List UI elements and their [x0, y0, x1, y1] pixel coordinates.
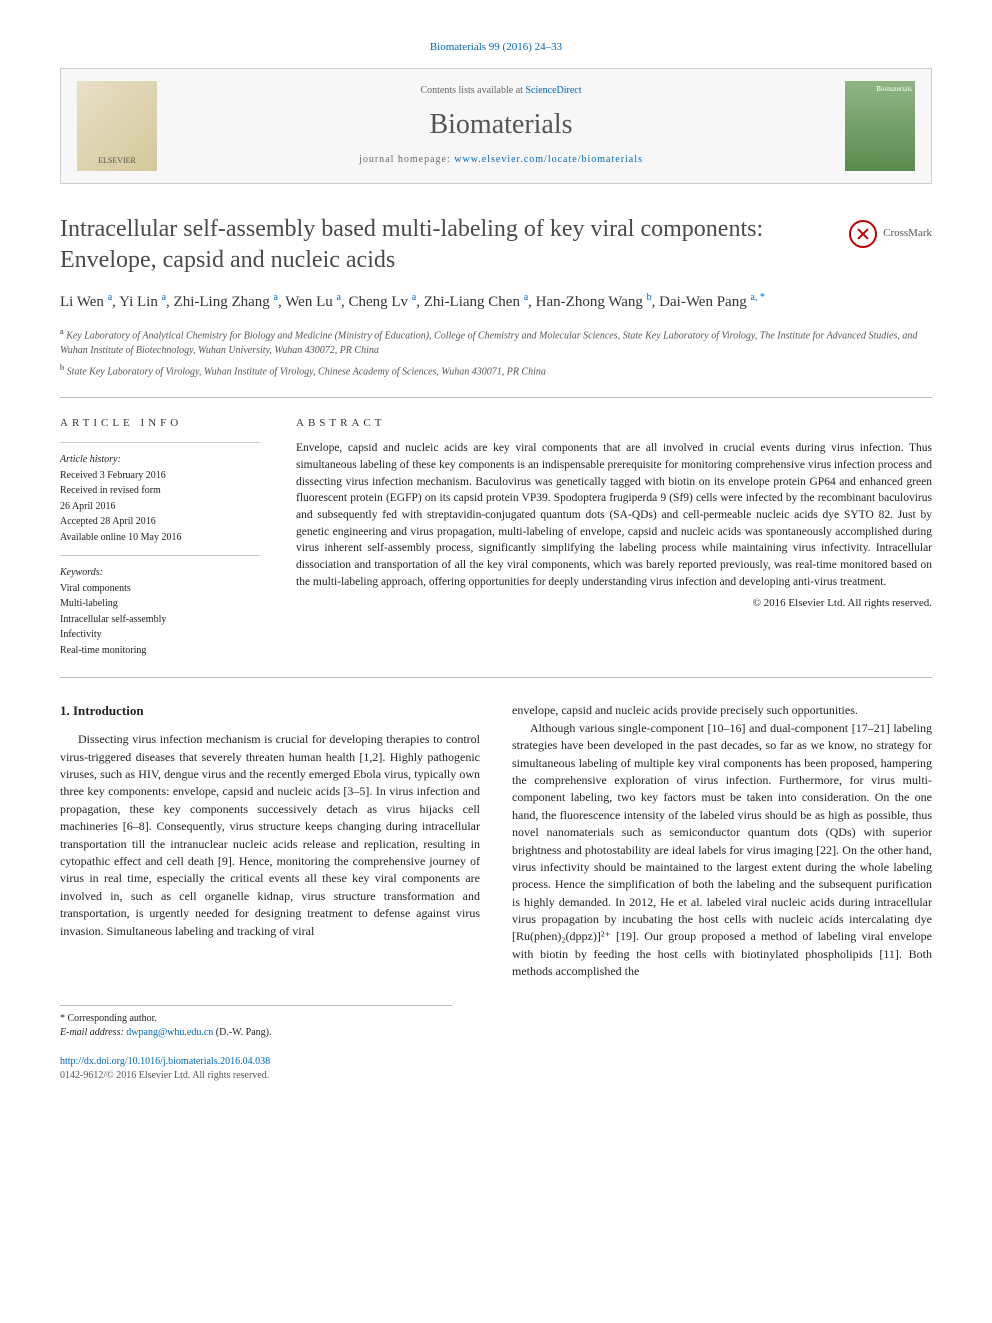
keywords-label: Keywords: — [60, 566, 260, 581]
page-footer: http://dx.doi.org/10.1016/j.biomaterials… — [60, 1055, 932, 1084]
banner-middle: Contents lists available at ScienceDirec… — [177, 84, 825, 168]
crossmark-badge[interactable]: CrossMark — [849, 220, 932, 248]
publisher-logo: ELSEVIER — [77, 81, 157, 171]
abstract-copyright: © 2016 Elsevier Ltd. All rights reserved… — [296, 596, 932, 612]
article-info: ARTICLE INFO Article history: Received 3… — [60, 416, 260, 659]
article-title: Intracellular self-assembly based multi-… — [60, 214, 829, 276]
abstract: ABSTRACT Envelope, capsid and nucleic ac… — [296, 416, 932, 659]
section-heading: 1. Introduction — [60, 702, 480, 721]
crossmark-icon — [849, 220, 877, 248]
keyword: Infectivity — [60, 628, 260, 643]
crossmark-label: CrossMark — [883, 226, 932, 242]
body-paragraph: Although various single-component [10–16… — [512, 720, 932, 981]
journal-homepage: journal homepage: www.elsevier.com/locat… — [177, 153, 825, 168]
body-paragraph: envelope, capsid and nucleic acids provi… — [512, 702, 932, 719]
sciencedirect-link[interactable]: ScienceDirect — [525, 85, 581, 96]
journal-name: Biomaterials — [177, 105, 825, 146]
abstract-text: Envelope, capsid and nucleic acids are k… — [296, 440, 932, 590]
separator-rule — [60, 677, 932, 678]
doi-link[interactable]: http://dx.doi.org/10.1016/j.biomaterials… — [60, 1056, 270, 1067]
separator-rule — [60, 397, 932, 398]
keyword: Real-time monitoring — [60, 644, 260, 659]
corresponding-label: * Corresponding author. — [60, 1012, 452, 1027]
body-column-right: envelope, capsid and nucleic acids provi… — [512, 702, 932, 980]
top-citation: Biomaterials 99 (2016) 24–33 — [60, 40, 932, 56]
contents-pre: Contents lists available at — [420, 85, 525, 96]
body-column-left: 1. Introduction Dissecting virus infecti… — [60, 702, 480, 980]
email-who: (D.-W. Pang). — [216, 1027, 272, 1038]
affiliation: a Key Laboratory of Analytical Chemistry… — [60, 326, 932, 358]
contents-available: Contents lists available at ScienceDirec… — [177, 84, 825, 99]
history-label: Article history: — [60, 453, 260, 468]
homepage-link[interactable]: www.elsevier.com/locate/biomaterials — [454, 154, 643, 165]
email-label: E-mail address: — [60, 1027, 126, 1038]
article-info-heading: ARTICLE INFO — [60, 416, 260, 432]
author-list: Li Wen a, Yi Lin a, Zhi-Ling Zhang a, We… — [60, 290, 932, 314]
history-line: Accepted 28 April 2016 — [60, 515, 260, 530]
journal-cover-thumb: Biomaterials — [845, 81, 915, 171]
keyword: Multi-labeling — [60, 597, 260, 612]
history-line: Received 3 February 2016 — [60, 469, 260, 484]
keyword: Viral components — [60, 582, 260, 597]
affiliation: b State Key Laboratory of Virology, Wuha… — [60, 362, 932, 380]
journal-banner: ELSEVIER Contents lists available at Sci… — [60, 68, 932, 184]
corresponding-footnote: * Corresponding author. E-mail address: … — [60, 1005, 452, 1041]
issn-copyright: 0142-9612/© 2016 Elsevier Ltd. All right… — [60, 1070, 269, 1081]
email-link[interactable]: dwpang@whu.edu.cn — [126, 1027, 213, 1038]
abstract-heading: ABSTRACT — [296, 416, 932, 432]
history-line: Received in revised form — [60, 484, 260, 499]
body-paragraph: Dissecting virus infection mechanism is … — [60, 731, 480, 940]
history-line: Available online 10 May 2016 — [60, 531, 260, 546]
homepage-pre: journal homepage: — [359, 154, 454, 165]
keyword: Intracellular self-assembly — [60, 613, 260, 628]
history-line: 26 April 2016 — [60, 500, 260, 515]
